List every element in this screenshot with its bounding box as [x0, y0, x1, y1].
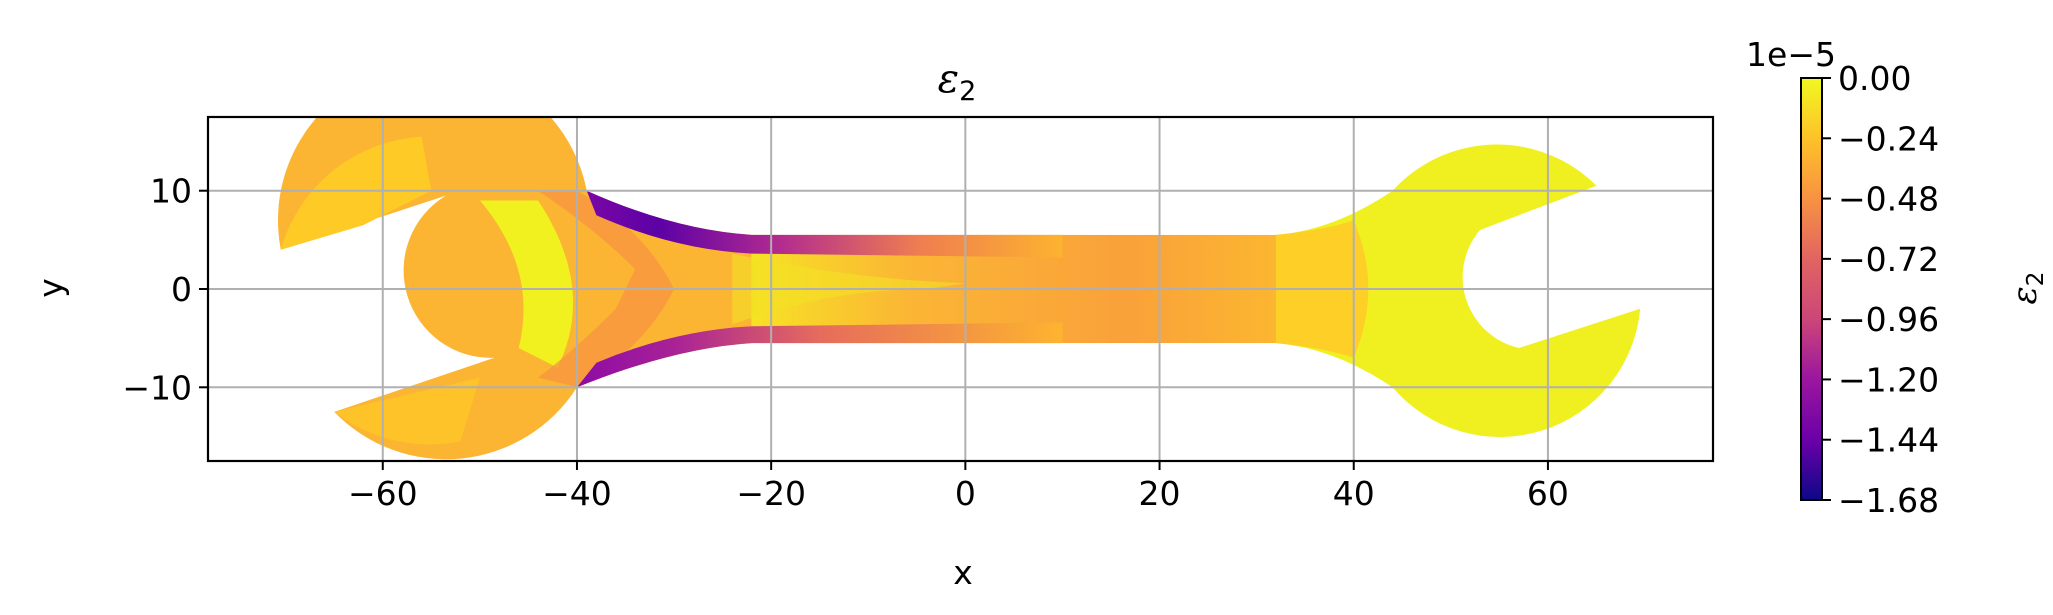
y-axis-ticks: −10 0 10	[122, 172, 208, 407]
colorbar-tick-label-7: −1.68	[1838, 481, 1939, 520]
x-tick-label-4: 20	[1139, 474, 1181, 513]
x-tick-label-1: −40	[542, 474, 612, 513]
colorbar-tick-label-3: −0.72	[1838, 240, 1939, 279]
colorbar-tick-label-4: −0.96	[1838, 300, 1939, 339]
colorbar-tick-label-0: 0.00	[1838, 59, 1911, 98]
colorbar: 0.00−0.24−0.48−0.72−0.96−1.20−1.44−1.68 …	[1746, 35, 2049, 520]
grid-lines	[208, 117, 1713, 461]
y-tick-label-1: 0	[171, 270, 192, 309]
colorbar-tick-label-1: −0.24	[1838, 119, 1939, 158]
x-tick-label-3: 0	[955, 474, 976, 513]
y-axis-label: y	[31, 278, 70, 298]
colorbar-label: ε2	[2005, 272, 2049, 305]
colorbar-tick-label-5: −1.20	[1838, 360, 1939, 399]
x-axis-ticks: −60 −40 −20 0 20 40 60	[348, 461, 1569, 513]
left-upper-jaw-zone	[280, 136, 432, 250]
x-tick-label-2: −20	[736, 474, 806, 513]
colorbar-tick-label-6: −1.44	[1838, 421, 1939, 460]
right-wrench-head	[1276, 144, 1641, 437]
handle-bottom-compression-band	[577, 322, 1063, 388]
left-jaw-bright-zone	[479, 200, 574, 368]
y-tick-label-0: −10	[122, 368, 192, 407]
x-tick-label-5: 40	[1333, 474, 1375, 513]
left-lower-jaw-zone	[334, 377, 480, 445]
colorbar-tick-label-2: −0.48	[1838, 180, 1939, 219]
x-tick-label-0: −60	[348, 474, 418, 513]
handle-top-compression-band	[586, 190, 1063, 258]
y-tick-label-2: 10	[150, 172, 192, 211]
colorbar-scale	[1800, 77, 1823, 501]
colorbar-ticks: 0.00 −0.24 −0.48 −0.72 −0.96 −1.20 −1.44 −1.68	[1822, 59, 1939, 520]
x-tick-label-6: 60	[1527, 474, 1569, 513]
x-axis-label: x	[953, 553, 973, 592]
chart-title: ε2	[938, 56, 977, 107]
colorbar-offset-text: 1e−5	[1746, 35, 1836, 74]
